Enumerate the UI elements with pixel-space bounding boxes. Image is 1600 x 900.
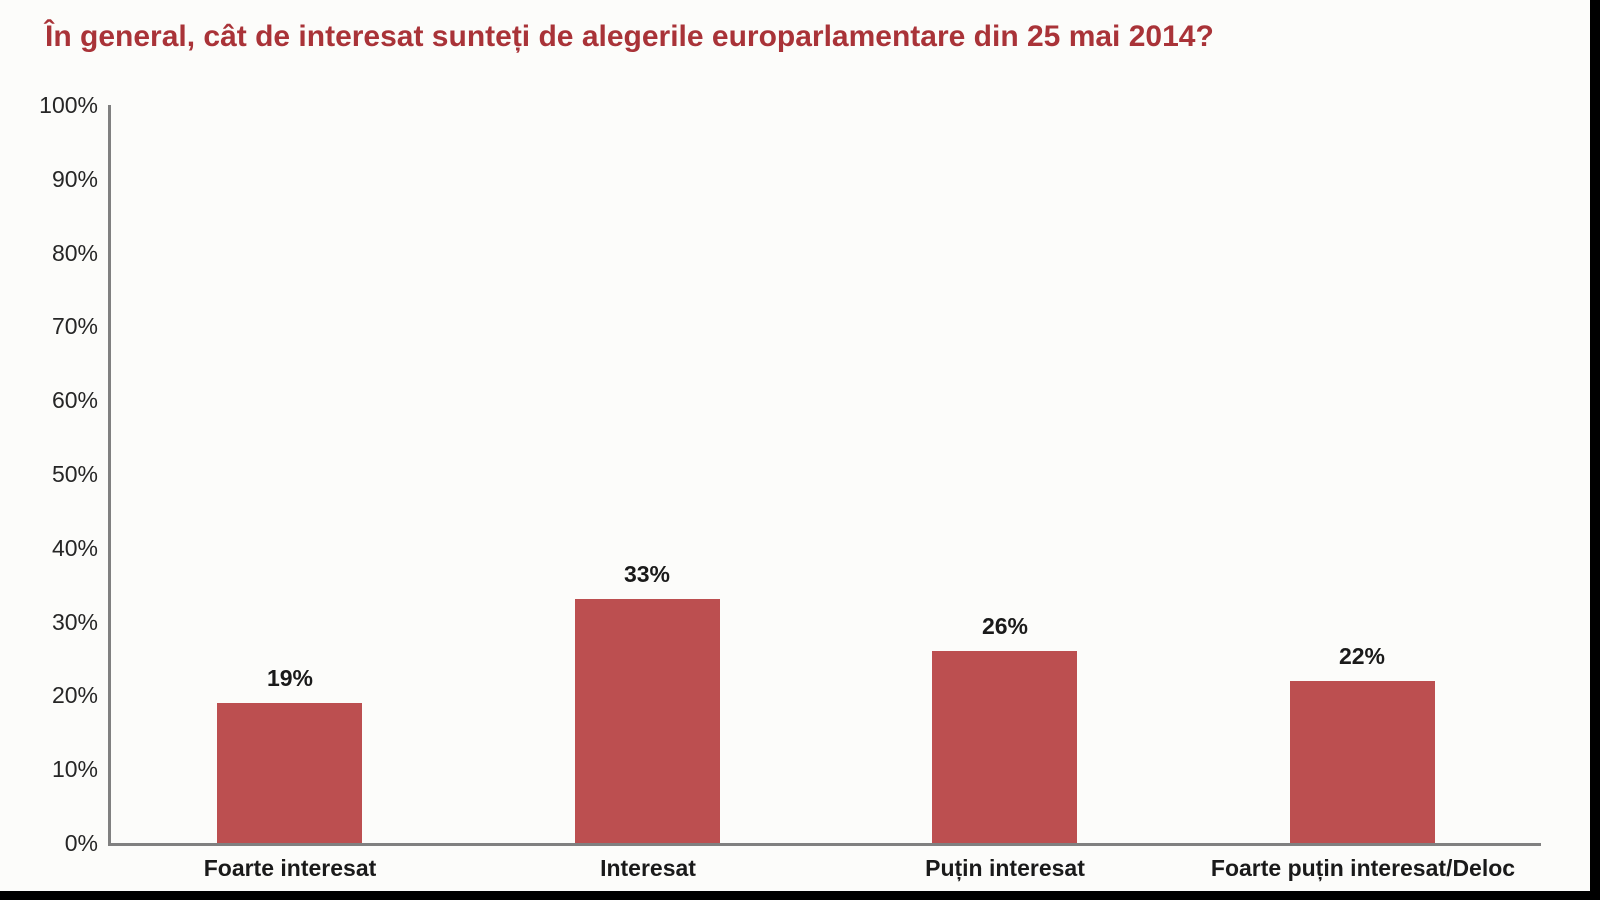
y-tick-label: 10% bbox=[51, 756, 98, 783]
y-tick-label: 90% bbox=[51, 165, 98, 192]
y-tick-label: 50% bbox=[51, 461, 98, 487]
chart-title: În general, cât de interesat sunteți de … bbox=[45, 20, 1214, 53]
category-label: Foarte puțin interesat/Deloc bbox=[1210, 855, 1516, 881]
y-tick-label: 0% bbox=[64, 830, 98, 856]
bar-value-label: 26% bbox=[981, 613, 1029, 639]
y-tick-label: 100% bbox=[39, 92, 98, 118]
bar bbox=[217, 703, 362, 843]
category-label: Puțin interesat bbox=[925, 855, 1085, 881]
bar-value-label: 33% bbox=[623, 561, 671, 587]
bar-value-label: 19% bbox=[266, 665, 314, 691]
y-tick-label: 80% bbox=[51, 239, 98, 266]
bar bbox=[932, 651, 1077, 843]
category-label: Interesat bbox=[600, 855, 696, 881]
y-tick-label: 30% bbox=[51, 608, 98, 635]
plot-area bbox=[108, 105, 1541, 846]
category-label: Foarte interesat bbox=[203, 855, 377, 881]
y-tick-label: 40% bbox=[51, 534, 98, 561]
bar-value-label: 22% bbox=[1338, 643, 1386, 669]
bar bbox=[575, 599, 720, 843]
y-tick-label: 60% bbox=[51, 387, 98, 414]
y-tick-label: 20% bbox=[51, 682, 98, 709]
y-tick-label: 70% bbox=[51, 313, 98, 340]
bar bbox=[1290, 681, 1435, 843]
